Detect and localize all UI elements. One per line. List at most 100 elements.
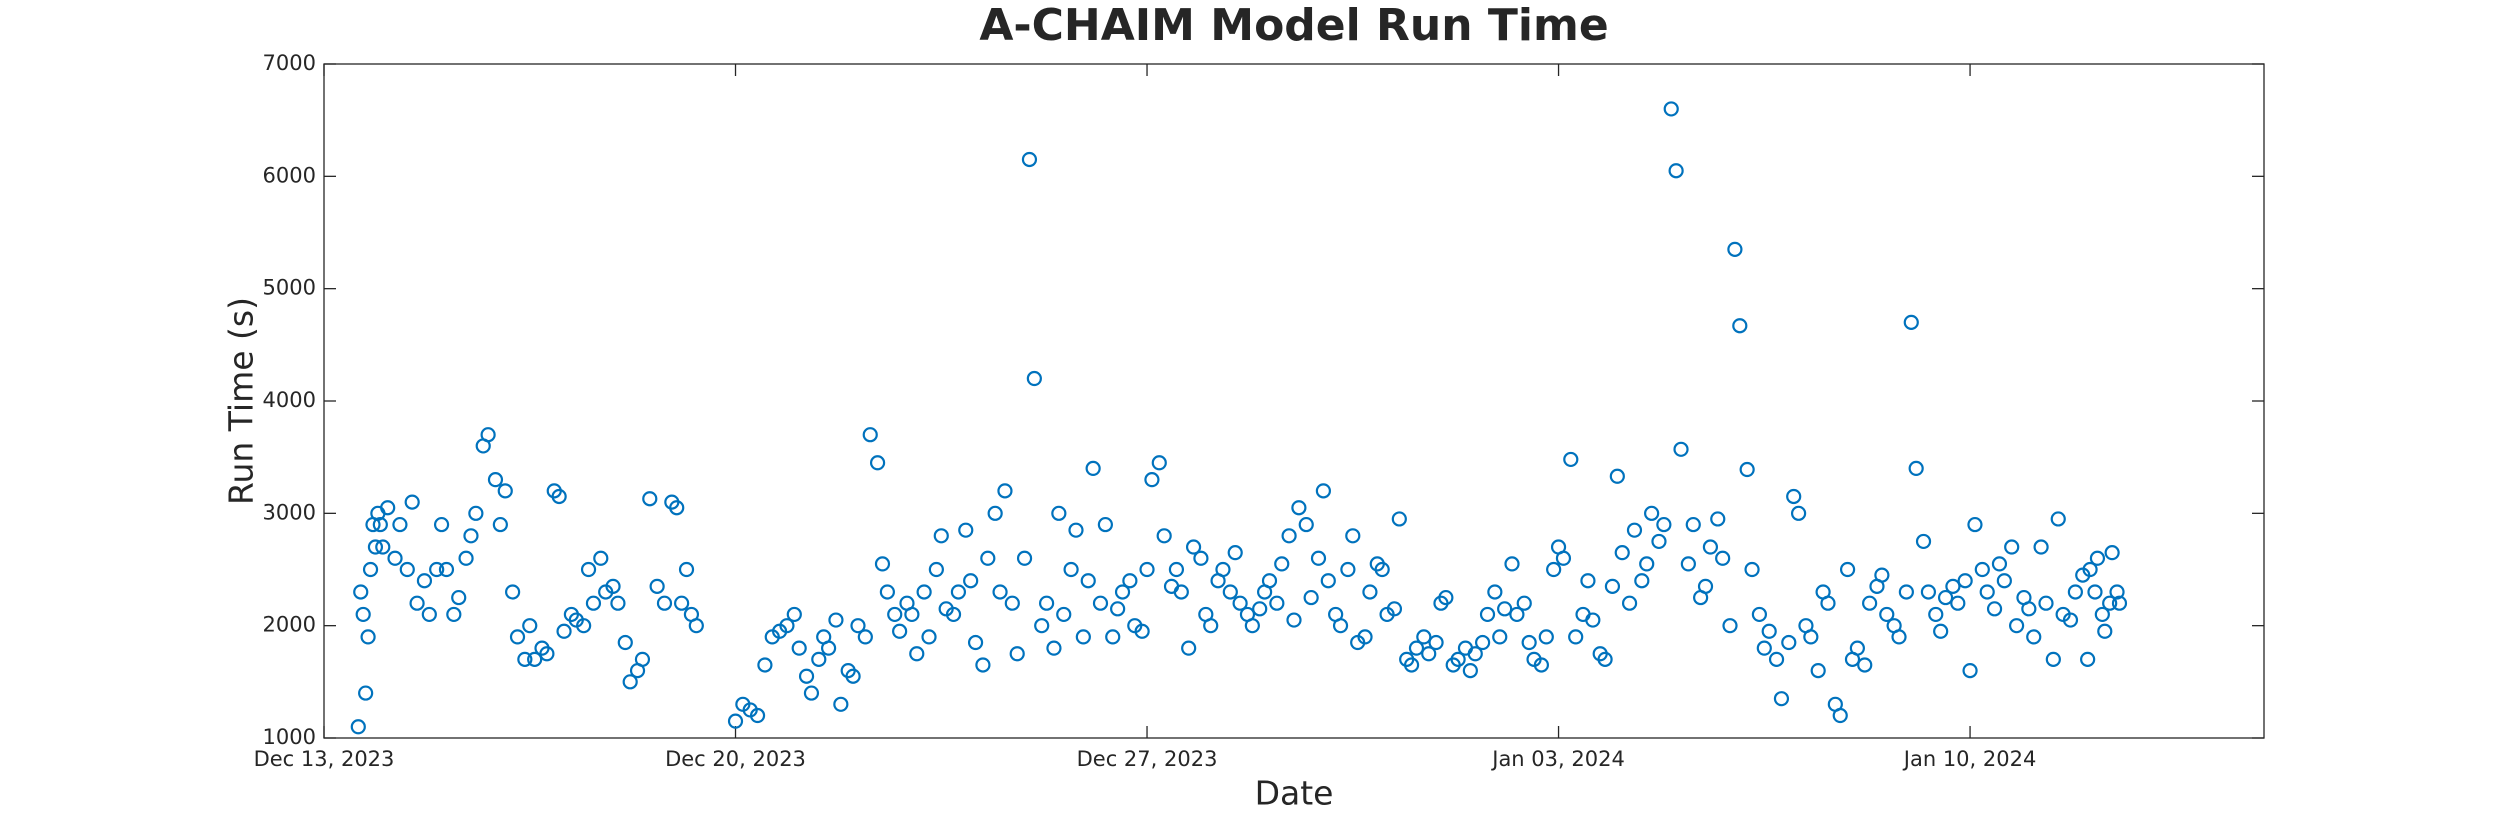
point — [1727, 241, 1743, 257]
point — [421, 606, 437, 623]
point — [1891, 629, 1907, 645]
point — [1026, 370, 1042, 387]
point — [404, 494, 420, 510]
point — [1621, 595, 1638, 611]
point — [1546, 561, 1562, 578]
point — [1862, 595, 1878, 611]
x-tick-label: Jan 10, 2024 — [1902, 747, 2037, 771]
point — [1668, 163, 1684, 179]
point — [1467, 646, 1483, 662]
point — [1768, 651, 1785, 667]
point — [1475, 634, 1491, 651]
y-tick-label: 2000 — [263, 613, 316, 637]
point — [392, 516, 408, 533]
point — [1756, 640, 1772, 656]
point — [1193, 550, 1209, 566]
point — [1991, 556, 2008, 572]
point — [828, 612, 844, 628]
point — [1950, 595, 1966, 611]
point — [916, 584, 932, 600]
point — [779, 618, 795, 634]
point — [1068, 522, 1084, 538]
point — [605, 578, 621, 594]
point — [1497, 601, 1513, 617]
point — [1281, 528, 1297, 544]
point — [1803, 629, 1819, 645]
point — [487, 472, 504, 488]
point — [509, 629, 526, 645]
point — [1732, 318, 1748, 334]
y-tick-label: 4000 — [263, 388, 316, 412]
x-axis-label: Date — [1255, 774, 1334, 813]
point — [820, 640, 837, 656]
point — [1151, 455, 1167, 471]
point — [1614, 545, 1630, 561]
point — [2087, 584, 2103, 600]
point — [2097, 623, 2113, 639]
point — [1016, 550, 1033, 566]
point — [480, 427, 496, 443]
point — [1773, 691, 1790, 707]
point — [1203, 618, 1219, 634]
point — [1761, 623, 1777, 639]
point — [811, 651, 827, 667]
point — [1340, 561, 1356, 578]
point — [980, 550, 996, 566]
point — [2026, 629, 2042, 645]
point — [1933, 623, 1949, 639]
point — [1269, 595, 1285, 611]
point — [688, 618, 704, 634]
point — [1651, 533, 1667, 550]
y-tick-label: 7000 — [263, 51, 316, 75]
point — [1974, 561, 1990, 578]
point — [997, 483, 1013, 499]
point — [522, 618, 538, 634]
point — [497, 483, 513, 499]
point — [1122, 573, 1138, 589]
point — [1080, 573, 1096, 589]
point — [1428, 634, 1444, 651]
point — [933, 528, 949, 544]
point — [992, 584, 1008, 600]
y-tick-label: 3000 — [263, 500, 316, 524]
point — [1092, 595, 1109, 611]
point — [451, 589, 467, 606]
point — [2062, 612, 2079, 628]
point — [1604, 578, 1621, 594]
point — [1215, 561, 1231, 578]
point — [458, 550, 474, 566]
point — [1986, 601, 2003, 617]
point — [845, 668, 861, 684]
point — [1597, 651, 1613, 667]
point — [887, 606, 903, 623]
point — [2102, 595, 2118, 611]
point — [1685, 516, 1701, 533]
point — [1533, 657, 1549, 673]
point — [1252, 601, 1268, 617]
point — [791, 640, 807, 656]
point — [1222, 584, 1238, 600]
point — [1286, 612, 1302, 628]
point — [551, 488, 567, 505]
point — [727, 713, 744, 729]
x-tick-label: Dec 20, 2023 — [665, 747, 806, 771]
point — [1639, 556, 1655, 572]
point — [353, 584, 369, 600]
point — [833, 696, 849, 712]
y-tick-label: 1000 — [263, 725, 316, 749]
point — [1945, 578, 1961, 594]
point — [967, 634, 984, 651]
point — [1421, 646, 1437, 662]
point — [1820, 595, 1836, 611]
point — [1516, 595, 1532, 611]
point — [1386, 601, 1403, 617]
point — [963, 573, 979, 589]
point — [1046, 640, 1062, 656]
point — [1051, 505, 1067, 521]
point — [757, 657, 773, 673]
point — [1479, 606, 1496, 623]
point — [1810, 662, 1826, 679]
point — [1915, 533, 1932, 550]
